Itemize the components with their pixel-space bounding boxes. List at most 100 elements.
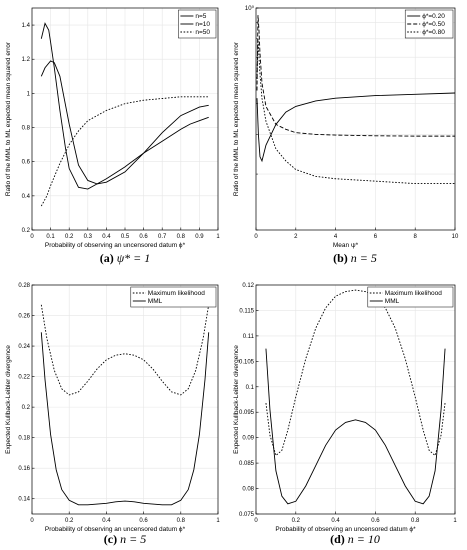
panel-caption: (b) n = 5 bbox=[333, 251, 377, 265]
x-tick-label: 8 bbox=[414, 234, 418, 240]
x-tick-label: 0.6 bbox=[371, 518, 380, 524]
y-tick-label: 0.18 bbox=[18, 436, 30, 442]
x-tick-label: 1 bbox=[216, 234, 220, 240]
x-tick-label: 0.8 bbox=[177, 234, 186, 240]
x-tick-label: 10 bbox=[452, 234, 459, 240]
y-tick-label: 0.09 bbox=[242, 436, 254, 442]
x-tick-label: 0.4 bbox=[331, 518, 340, 524]
y-tick-label: 1 bbox=[27, 91, 31, 97]
caption-text: n = 5 bbox=[120, 532, 146, 546]
panel-caption: (a) ψ* = 1 bbox=[100, 251, 151, 265]
chart-panel-1: 0 0.1 0.2 0.3 0.4 0.5 0.6 0.7 0.8 0.9 1 0.2 0.4 0.6 0.… bbox=[5, 7, 220, 265]
x-tick-label: 0 bbox=[30, 234, 34, 240]
axes-frame bbox=[255, 284, 456, 515]
series-line-2 bbox=[265, 348, 446, 505]
legend: ϕ*=0.20ϕ*=0.50ϕ*=0.80 bbox=[404, 9, 454, 39]
series-line-1 bbox=[40, 22, 209, 190]
legend-entry: n=10 bbox=[195, 21, 210, 28]
caption-label: (c) bbox=[104, 532, 120, 546]
legend-entry: ϕ*=0.80 bbox=[422, 29, 445, 36]
series-line-3 bbox=[256, 38, 455, 185]
y-tick-label: 0.08 bbox=[242, 487, 254, 493]
caption-label: (b) bbox=[333, 251, 351, 265]
panel-caption: (d) n = 10 bbox=[330, 532, 380, 546]
caption-label: (a) bbox=[100, 251, 117, 265]
x-tick-label: 0.6 bbox=[139, 234, 148, 240]
legend-box bbox=[404, 9, 454, 39]
legend-entry: MML bbox=[385, 298, 400, 305]
axes-frame bbox=[31, 284, 219, 515]
caption-label: (d) bbox=[330, 532, 348, 546]
y-tick-label: 0.4 bbox=[22, 194, 31, 200]
y-tick-label: 0.105 bbox=[239, 359, 255, 365]
y-axis-label: Expected Kullback-Leibler divergence bbox=[233, 345, 240, 454]
y-axis-label: Expected Kullback-Leibler divergence bbox=[5, 345, 12, 454]
legend-box bbox=[130, 286, 217, 308]
series-line-1 bbox=[256, 92, 455, 163]
y-tick-label: 0.8 bbox=[22, 126, 31, 132]
x-tick-label: 0.3 bbox=[84, 234, 93, 240]
y-tick-label: 0.2 bbox=[22, 228, 31, 234]
y-tick-label: 1.2 bbox=[22, 57, 31, 63]
y-tick-label: 0.11 bbox=[243, 334, 255, 340]
series-line-2 bbox=[256, 15, 455, 137]
chart-panel-3: 0 0.2 0.4 0.6 0.8 1 0.14 0.16 0.18 0.2 0.22 0.24 0.2… bbox=[5, 283, 220, 546]
y-tick-label: 0.1 bbox=[246, 385, 255, 391]
y-tick-label: 1.4 bbox=[22, 23, 31, 29]
y-tick-label: 0.24 bbox=[18, 344, 30, 350]
x-tick-label: 0.8 bbox=[177, 518, 186, 524]
y-tick-label: 0.6 bbox=[22, 160, 31, 166]
chart-panel-4: 0 0.2 0.4 0.6 0.8 1 0.075 0.08 0.085 0.09 0.095 0.1… bbox=[233, 283, 457, 546]
legend-entry: Maximum likelihood bbox=[385, 290, 442, 297]
chart-panel-2: 0 2 4 6 8 10 10⁰ Mean ψ* Ratio of the MML to ML … bbox=[233, 5, 459, 265]
x-tick-label: 0.2 bbox=[292, 518, 301, 524]
series-line-2 bbox=[40, 332, 210, 506]
caption-text: ψ* = 1 bbox=[117, 251, 151, 265]
y-tick-label: 10⁰ bbox=[245, 5, 255, 12]
x-tick-label: 0.2 bbox=[65, 234, 74, 240]
x-axis-label: Probability of observing an uncensored d… bbox=[45, 526, 186, 533]
caption-text: n = 5 bbox=[351, 251, 377, 265]
axes-frame bbox=[255, 7, 456, 231]
y-tick-label: 0.14 bbox=[18, 497, 30, 503]
y-tick-label: 0.2 bbox=[22, 405, 31, 411]
x-tick-label: 0.6 bbox=[139, 518, 148, 524]
legend: n=5n=10n=50 bbox=[178, 9, 217, 39]
x-tick-label: 0.7 bbox=[158, 234, 167, 240]
x-axis-label: Probability of observing an uncensored d… bbox=[275, 526, 416, 533]
x-tick-label: 0.4 bbox=[102, 234, 111, 240]
x-tick-label: 0.2 bbox=[65, 518, 74, 524]
legend-box bbox=[367, 286, 454, 308]
caption-text: n = 10 bbox=[348, 532, 380, 546]
x-tick-label: 1 bbox=[453, 518, 457, 524]
x-tick-label: 4 bbox=[334, 234, 338, 240]
legend-entry: n=5 bbox=[195, 13, 206, 20]
x-axis-label: Probability of observing an uncensored d… bbox=[45, 242, 186, 249]
series-line-1 bbox=[265, 289, 446, 457]
legend-entry: ϕ*=0.20 bbox=[422, 13, 445, 20]
series-line-3 bbox=[40, 96, 209, 207]
x-tick-label: 0.8 bbox=[411, 518, 420, 524]
x-tick-label: 0 bbox=[30, 518, 34, 524]
y-tick-label: 0.16 bbox=[18, 466, 30, 472]
x-tick-label: 0 bbox=[254, 518, 258, 524]
series-line-2 bbox=[40, 60, 209, 185]
x-tick-label: 0.5 bbox=[121, 234, 130, 240]
x-axis-label: Mean ψ* bbox=[333, 242, 359, 249]
x-tick-label: 0 bbox=[254, 234, 258, 240]
x-tick-label: 0.4 bbox=[102, 518, 111, 524]
legend-entry: MML bbox=[148, 298, 163, 305]
x-tick-label: 1 bbox=[216, 518, 220, 524]
y-axis-label: Ratio of the MML to ML expected mean squ… bbox=[5, 41, 12, 196]
legend-entry: n=50 bbox=[195, 29, 210, 36]
y-tick-label: 0.115 bbox=[239, 308, 254, 314]
y-tick-label: 0.28 bbox=[18, 283, 30, 289]
legend-entry: ϕ*=0.50 bbox=[422, 21, 445, 28]
y-tick-label: 0.12 bbox=[242, 283, 254, 289]
y-axis-label: Ratio of the MML to ML expected mean squ… bbox=[233, 41, 240, 196]
y-tick-label: 0.095 bbox=[239, 410, 255, 416]
legend-entry: Maximum likelihood bbox=[148, 290, 205, 297]
